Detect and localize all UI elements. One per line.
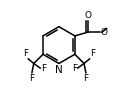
Text: F: F (23, 49, 28, 58)
Text: O: O (84, 11, 91, 20)
Text: F: F (72, 64, 77, 73)
Text: F: F (41, 64, 46, 73)
Text: O: O (100, 28, 107, 37)
Text: F: F (90, 49, 95, 58)
Text: F: F (83, 74, 88, 83)
Text: F: F (29, 74, 35, 83)
Text: N: N (55, 65, 63, 75)
